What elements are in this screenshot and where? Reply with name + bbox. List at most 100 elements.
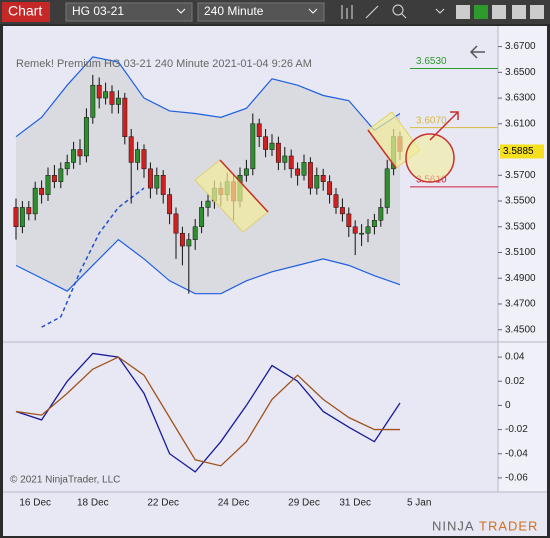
candle-body <box>205 200 211 208</box>
candle-body <box>96 84 102 99</box>
candle-body <box>51 175 57 182</box>
axis-area <box>498 26 547 492</box>
candle-body <box>45 175 51 195</box>
y-tick-label: 3.6700 <box>505 41 536 52</box>
x-tick-label: 18 Dec <box>77 498 109 509</box>
candle-body <box>13 207 19 228</box>
window-btn[interactable] <box>512 5 526 19</box>
toolbar-icons[interactable] <box>341 4 445 19</box>
candle-body <box>58 168 64 182</box>
price-label: 3.5885 <box>503 146 534 157</box>
candle-body <box>90 84 96 118</box>
x-tick-label: 16 Dec <box>19 498 51 509</box>
x-tick-label: 29 Dec <box>288 498 320 509</box>
candle-body <box>173 213 179 234</box>
y-tick-label: 3.4900 <box>505 273 536 284</box>
oscillator-line <box>15 356 400 467</box>
dropdown-arrow <box>308 8 318 14</box>
candle-body <box>122 97 128 137</box>
candle-body <box>64 162 70 170</box>
candle-body <box>199 207 205 228</box>
candle-body <box>115 97 121 105</box>
candle-body <box>103 91 109 99</box>
y-tick-label: 0.04 <box>505 352 525 363</box>
candle-body <box>186 239 192 247</box>
x-tick-label: 22 Dec <box>147 498 179 509</box>
candle-body <box>269 142 275 150</box>
candle-body <box>19 207 25 228</box>
candle-body <box>135 149 141 163</box>
instrument-select[interactable] <box>65 2 193 22</box>
candle-body <box>39 187 45 195</box>
candle-body <box>154 175 160 189</box>
candle-body <box>160 175 166 195</box>
x-tick-label: 5 Jan <box>407 498 431 509</box>
y-tick-label: 3.4700 <box>505 299 536 310</box>
drawings <box>194 45 485 233</box>
copyright: © 2021 NinjaTrader, LLC <box>10 475 120 486</box>
candle-body <box>147 168 153 189</box>
candle-body <box>282 155 288 163</box>
tab-title: Chart <box>8 3 42 19</box>
dropdown-arrow <box>176 8 186 14</box>
interval: 240 Minute <box>204 4 264 18</box>
candle-body <box>339 207 345 215</box>
instrument: HG 03-21 <box>72 4 124 18</box>
candle-body <box>109 91 115 105</box>
candle-body <box>275 142 281 163</box>
candle-body <box>167 194 173 215</box>
candle-body <box>301 162 307 176</box>
interval-select[interactable] <box>197 2 325 22</box>
candle-body <box>384 168 390 208</box>
x-tick-label: 31 Dec <box>339 498 371 509</box>
chart-title: Remek! Premium HG 03-21 240 Minute 2021-… <box>16 58 312 70</box>
chart-tab[interactable] <box>2 2 50 22</box>
candle-body <box>250 123 256 170</box>
candle-body <box>77 149 83 157</box>
oscillator-line <box>15 352 401 473</box>
y-tick-label: 3.5100 <box>505 247 536 258</box>
x-tick-label: 24 Dec <box>218 498 250 509</box>
moving-average <box>41 187 145 328</box>
y-tick-label: -0.04 <box>505 448 528 459</box>
window-btn[interactable] <box>474 5 488 19</box>
window-btn[interactable] <box>456 5 470 19</box>
y-tick-label: -0.06 <box>505 473 528 484</box>
y-tick-label: 0.02 <box>505 376 525 387</box>
y-tick-label: 3.4500 <box>505 324 536 335</box>
window-btn[interactable] <box>492 5 506 19</box>
candle-body <box>192 226 198 240</box>
candle-body <box>295 168 301 176</box>
candle-body <box>352 226 358 234</box>
footer <box>3 512 547 536</box>
candle-body <box>371 220 377 228</box>
candle-body <box>179 232 185 247</box>
candle-body <box>314 175 320 189</box>
candle-body <box>365 226 371 234</box>
candle-body <box>327 181 333 195</box>
window-btn[interactable] <box>530 5 544 19</box>
y-tick-label: 3.5300 <box>505 221 536 232</box>
candle-body <box>256 123 262 137</box>
y-tick-label: -0.02 <box>505 424 528 435</box>
band-line <box>15 238 401 295</box>
candle-body <box>346 213 352 228</box>
candle-body <box>32 187 38 215</box>
y-tick-label: 0 <box>505 400 511 411</box>
candle-body <box>378 207 384 221</box>
band-line <box>15 56 401 138</box>
y-tick-label: 3.5500 <box>505 196 536 207</box>
price-label: 3.6070 <box>416 115 447 126</box>
y-tick-label: 3.6300 <box>505 93 536 104</box>
y-tick-label: 3.5700 <box>505 170 536 181</box>
candle-body <box>320 175 326 182</box>
candle-body <box>141 149 147 170</box>
candle-body <box>83 117 89 157</box>
candle-body <box>71 149 77 163</box>
logo-a: NINJA <box>432 518 475 533</box>
candle-body <box>26 207 32 215</box>
candle-body <box>263 136 269 150</box>
candle-body <box>243 168 249 176</box>
candle-body <box>288 155 294 170</box>
